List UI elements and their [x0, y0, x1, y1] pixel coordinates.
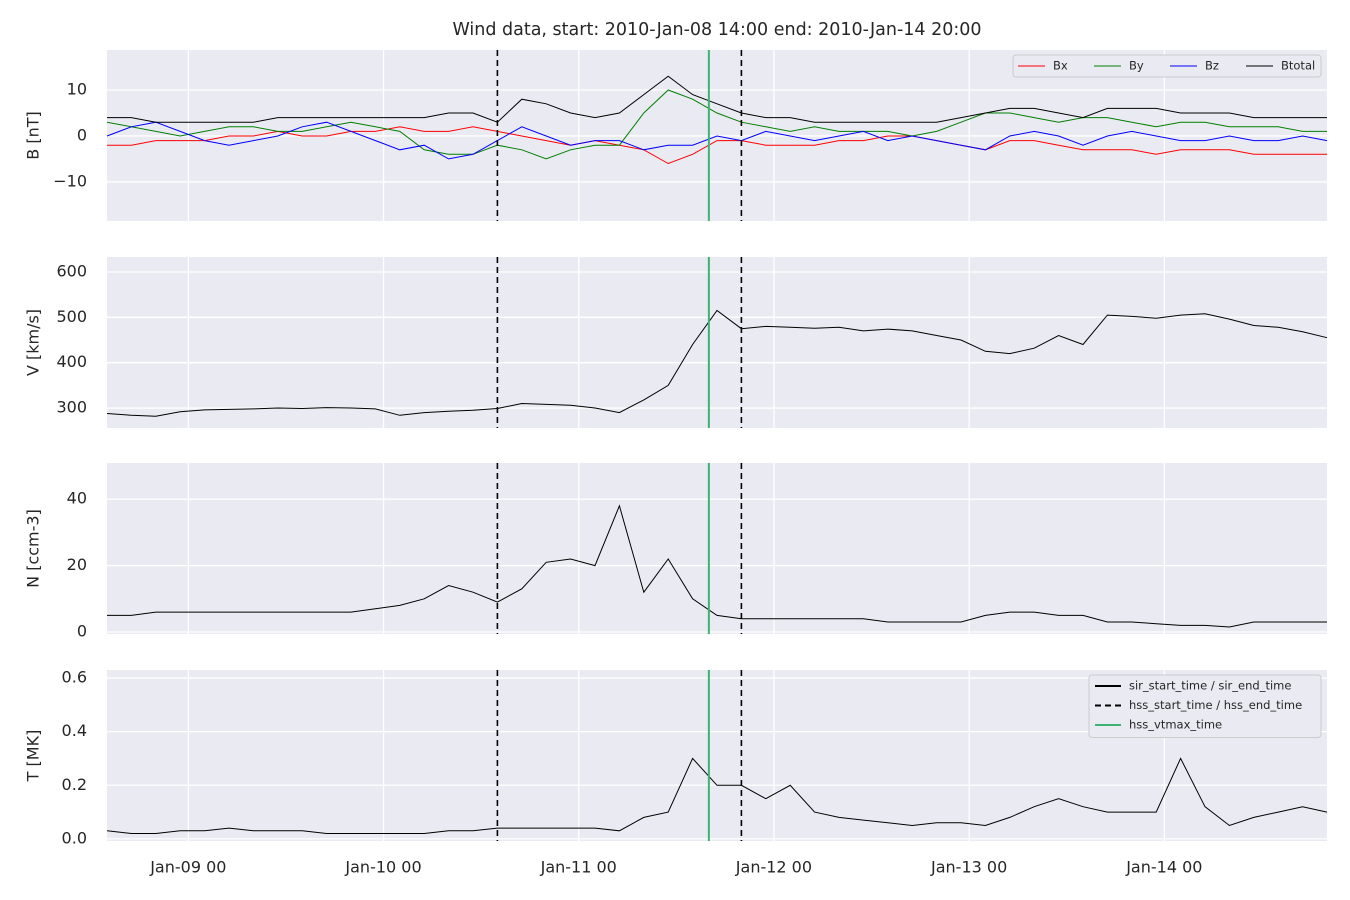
legend-label: Bz — [1205, 59, 1219, 73]
legend: Bx By Bz Btotal — [1012, 54, 1322, 78]
legend-label: Btotal — [1281, 59, 1315, 73]
y-tick-label: −10 — [53, 171, 87, 190]
y-tick-label: 40 — [67, 489, 87, 508]
y-tick-label: 10 — [67, 79, 87, 98]
y-tick-label: 300 — [56, 398, 87, 417]
data-line — [107, 504, 1327, 628]
legend-label: hss_start_time / hss_end_time — [1129, 698, 1302, 712]
x-tick-label: Jan-14 00 — [1125, 858, 1202, 877]
x-tick-label: Jan-11 00 — [540, 858, 617, 877]
y-tick-label: 400 — [56, 352, 87, 371]
y-tick-label: 0 — [77, 125, 87, 144]
y-tick-label: 500 — [56, 307, 87, 326]
data-line — [107, 75, 1327, 123]
y-axis-label: N [ccm-3] — [24, 509, 43, 588]
y-tick-label: 0.6 — [62, 668, 87, 687]
legend-label: sir_start_time / sir_end_time — [1129, 679, 1291, 693]
legend-label: hss_vtmax_time — [1129, 718, 1222, 732]
y-axis-label: B [nT] — [24, 111, 43, 159]
y-tick-label: 0 — [77, 622, 87, 641]
x-tick-label: Jan-12 00 — [735, 858, 812, 877]
x-tick-label: Jan-10 00 — [344, 858, 421, 877]
chart-title: Wind data, start: 2010-Jan-08 14:00 end:… — [452, 20, 981, 40]
legend-label: By — [1129, 59, 1144, 73]
legend-label: Bx — [1053, 59, 1068, 73]
x-tick-label: Jan-09 00 — [149, 858, 226, 877]
x-tick-label: Jan-13 00 — [930, 858, 1007, 877]
data-line — [106, 121, 1328, 160]
legend-box — [1012, 54, 1322, 78]
y-axis-label: V [km/s] — [24, 309, 43, 376]
y-axis-label: T [MK] — [24, 730, 43, 783]
legend-box — [1088, 674, 1322, 738]
data-line — [107, 126, 1327, 165]
plot-background — [107, 463, 1327, 634]
y-tick-label: 600 — [56, 261, 87, 280]
legend: sir_start_time / sir_end_time hss_start_t… — [1088, 674, 1322, 738]
y-tick-label: 20 — [67, 555, 87, 574]
data-line — [106, 89, 1327, 160]
y-tick-label: 0.2 — [62, 775, 87, 794]
plot-background — [107, 257, 1327, 428]
y-tick-label: 0.4 — [62, 721, 87, 740]
data-line — [106, 309, 1328, 417]
y-tick-label: 0.0 — [62, 828, 87, 847]
data-line — [106, 757, 1328, 834]
